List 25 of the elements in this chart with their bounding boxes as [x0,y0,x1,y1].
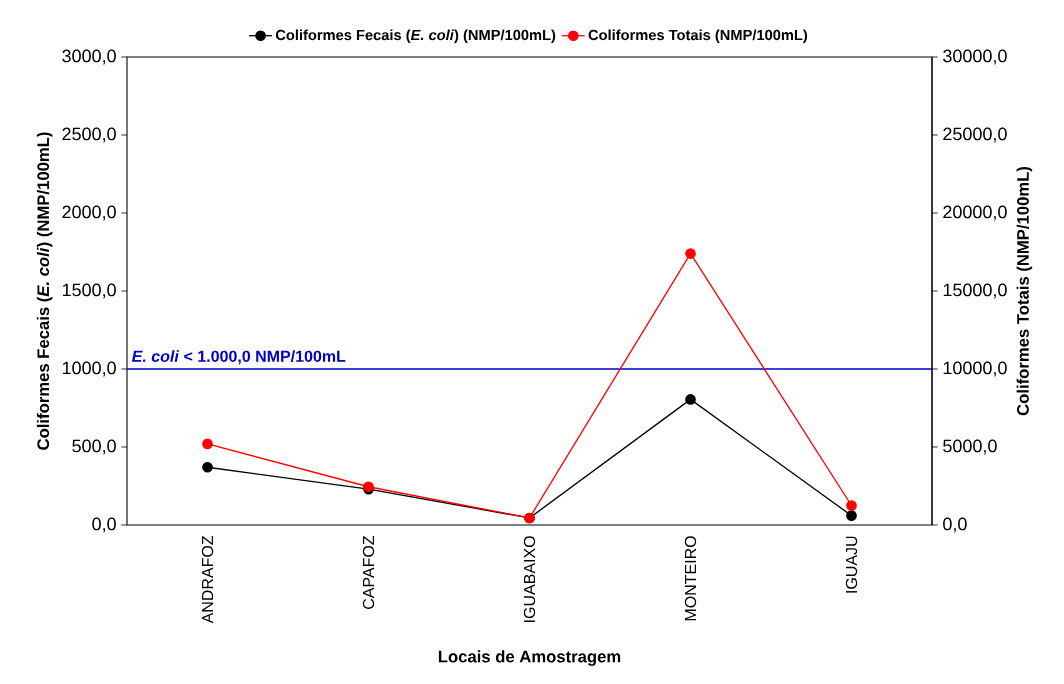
legend-label: Coliformes Fecais (E. coli) (NMP/100mL) [275,29,556,44]
x-tick-label: IGUABAIXO [523,536,536,622]
y2-tick-label: 10000,0 [943,361,1007,377]
y-tick-label: 0,0 [92,517,116,533]
y-tick-label: 2000,0 [62,205,116,221]
y-tick-label: 1000,0 [62,361,116,377]
x-tick-label: MONTEIRO [684,536,697,621]
y2-tick-label: 5000,0 [943,439,997,455]
y2-tick-label: 0,0 [943,517,967,533]
y2-tick-label: 15000,0 [943,283,1007,299]
y-tick-label: 1500,0 [62,283,116,299]
y-tick-label: 2500,0 [62,127,116,143]
y-axis-title: Coliformes Fecais (E. coli) (NMP/100mL) [36,132,53,450]
x-tick-label: ANDRAFOZ [201,535,214,624]
y2-tick-label: 20000,0 [943,205,1007,221]
y-tick-label: 500,0 [72,439,116,455]
x-tick-label: CAPAFOZ [362,535,375,609]
ref-line-label: E. coli < 1.000,0 NMP/100mL [131,350,346,365]
x-tick-label: IGUAJU [845,536,858,593]
y-tick-label: 3000,0 [62,49,116,65]
legend-label: Coliformes Totais (NMP/100mL) [588,29,808,44]
y2-axis-title: Coliformes Totais (NMP/100mL) [1016,166,1033,416]
x-axis-title: Locais de Amostragem [438,650,621,666]
y2-tick-label: 30000,0 [943,49,1007,65]
y2-tick-label: 25000,0 [943,127,1007,143]
